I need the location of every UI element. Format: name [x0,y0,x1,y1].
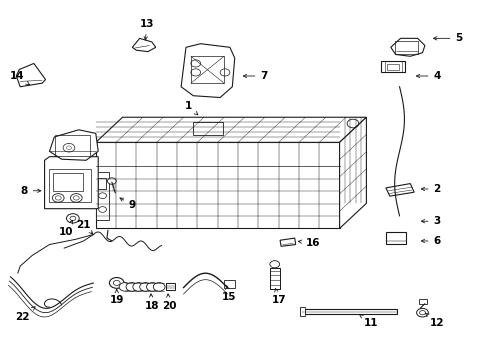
Circle shape [119,283,131,291]
Polygon shape [385,184,413,196]
Bar [193,122,222,135]
Text: 3: 3 [421,216,440,226]
Text: 4: 4 [416,71,440,81]
Bar [53,173,82,191]
Polygon shape [96,142,339,228]
Text: 15: 15 [221,286,236,302]
Circle shape [269,261,279,268]
Bar [270,268,279,289]
Circle shape [133,283,144,291]
Polygon shape [181,44,234,98]
Text: 1: 1 [184,102,198,115]
Text: 12: 12 [425,313,444,328]
Text: 6: 6 [421,236,440,246]
Text: 7: 7 [243,71,267,81]
Text: 13: 13 [140,19,154,40]
Polygon shape [96,117,366,142]
Text: 5: 5 [433,33,462,43]
Bar [49,169,91,202]
Circle shape [66,146,71,149]
Polygon shape [16,63,45,87]
Polygon shape [280,238,295,246]
Bar [165,283,175,290]
Circle shape [66,214,79,223]
Circle shape [109,278,124,288]
Polygon shape [390,39,424,56]
Circle shape [153,283,164,291]
Text: 20: 20 [162,294,176,311]
Circle shape [146,283,158,291]
Text: 10: 10 [59,220,74,237]
Text: 2: 2 [421,184,440,194]
Bar [96,172,109,220]
Bar [302,309,396,315]
Bar [386,64,398,69]
Polygon shape [339,117,366,228]
Polygon shape [44,157,98,209]
Bar [299,307,305,316]
Text: 11: 11 [358,314,378,328]
Bar [380,61,405,72]
Circle shape [107,178,116,184]
Polygon shape [132,39,156,51]
Text: 19: 19 [109,289,123,305]
Text: 8: 8 [20,186,41,196]
Bar [385,231,406,244]
Bar [55,135,90,156]
Circle shape [416,309,427,317]
Text: 9: 9 [120,198,136,210]
Bar [418,299,427,304]
Bar [98,178,105,189]
Text: 17: 17 [271,288,285,305]
Circle shape [140,283,151,291]
Polygon shape [49,130,98,160]
Text: 16: 16 [298,238,319,248]
Text: 22: 22 [15,307,35,322]
Text: 21: 21 [76,220,93,234]
Bar [190,56,224,83]
Text: 14: 14 [9,71,29,85]
Text: 18: 18 [144,294,159,311]
Bar [394,41,417,54]
Circle shape [126,283,138,291]
Bar [224,280,234,288]
